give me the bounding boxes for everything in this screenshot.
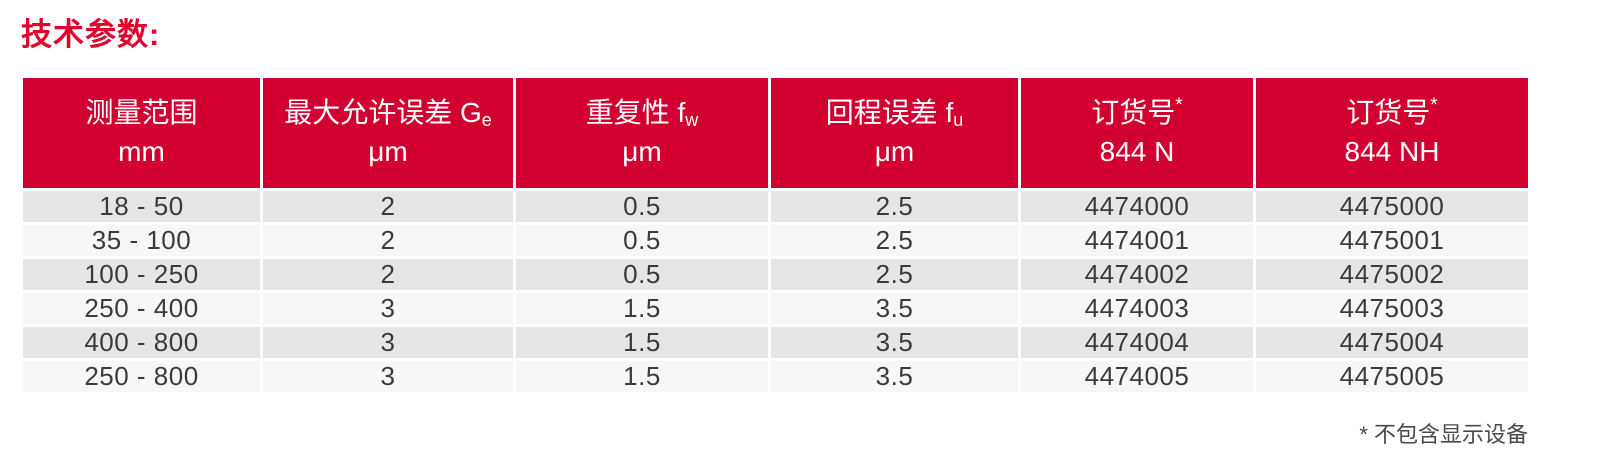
header-label: 订货号 — [1346, 97, 1431, 129]
cell-order-844nh: 4475000 — [1253, 188, 1531, 225]
cell-repeatability: 0.5 — [513, 256, 771, 293]
header-unit: μm — [622, 136, 662, 167]
header-unit: 844 N — [1099, 136, 1175, 167]
cell-max-error: 2 — [260, 188, 516, 225]
header-repeatability: 重复性 fw μm — [513, 75, 771, 191]
header-unit: mm — [118, 136, 165, 167]
header-measuring-range: 测量范围 mm — [20, 75, 263, 191]
header-unit: μm — [368, 136, 408, 167]
cell-order-844nh: 4475002 — [1253, 256, 1531, 293]
cell-order-844n: 4474001 — [1018, 222, 1256, 259]
footnote: * 不包含显示设备 — [1359, 422, 1528, 447]
cell-hysteresis: 2.5 — [768, 222, 1021, 259]
cell-hysteresis: 3.5 — [768, 358, 1021, 395]
header-superscript: * — [1430, 95, 1438, 117]
cell-range: 35 - 100 — [20, 222, 263, 259]
cell-range: 250 - 800 — [20, 358, 263, 395]
header-label: 最大允许误差 G — [284, 97, 482, 129]
cell-repeatability: 1.5 — [513, 324, 771, 361]
cell-hysteresis: 2.5 — [768, 188, 1021, 225]
header-label: 测量范围 — [85, 97, 198, 129]
cell-max-error: 3 — [260, 290, 516, 327]
spec-table: 测量范围 mm 最大允许误差 Ge μm 重复性 fw μm 回程误差 fu μ… — [20, 75, 1531, 395]
table-row: 250 - 400 3 1.5 3.5 4474003 4475003 — [20, 290, 1531, 327]
header-label: 订货号 — [1091, 97, 1176, 129]
cell-range: 250 - 400 — [20, 290, 263, 327]
cell-hysteresis: 3.5 — [768, 324, 1021, 361]
cell-range: 400 - 800 — [20, 324, 263, 361]
table-row: 100 - 250 2 0.5 2.5 4474002 4475002 — [20, 256, 1531, 293]
cell-range: 100 - 250 — [20, 256, 263, 293]
header-row: 测量范围 mm 最大允许误差 Ge μm 重复性 fw μm 回程误差 fu μ… — [20, 75, 1531, 191]
header-label: 回程误差 f — [825, 97, 954, 129]
cell-max-error: 2 — [260, 256, 516, 293]
cell-repeatability: 1.5 — [513, 290, 771, 327]
cell-order-844nh: 4475004 — [1253, 324, 1531, 361]
cell-order-844nh: 4475003 — [1253, 290, 1531, 327]
table-row: 35 - 100 2 0.5 2.5 4474001 4475001 — [20, 222, 1531, 259]
cell-hysteresis: 3.5 — [768, 290, 1021, 327]
header-order-no-844n: 订货号* 844 N — [1018, 75, 1256, 191]
cell-order-844n: 4474003 — [1018, 290, 1256, 327]
cell-order-844n: 4474000 — [1018, 188, 1256, 225]
header-subscript: w — [685, 110, 699, 131]
cell-repeatability: 0.5 — [513, 188, 771, 225]
cell-order-844n: 4474005 — [1018, 358, 1256, 395]
header-max-error: 最大允许误差 Ge μm — [260, 75, 516, 191]
header-label: 重复性 f — [585, 97, 686, 129]
table-row: 400 - 800 3 1.5 3.5 4474004 4475004 — [20, 324, 1531, 361]
header-subscript: u — [953, 110, 964, 131]
cell-order-844nh: 4475001 — [1253, 222, 1531, 259]
cell-max-error: 3 — [260, 324, 516, 361]
header-subscript: e — [481, 110, 492, 131]
cell-range: 18 - 50 — [20, 188, 263, 225]
cell-max-error: 2 — [260, 222, 516, 259]
table-row: 18 - 50 2 0.5 2.5 4474000 4475000 — [20, 188, 1531, 225]
header-unit: 844 NH — [1344, 136, 1440, 167]
header-superscript: * — [1175, 95, 1183, 117]
cell-repeatability: 0.5 — [513, 222, 771, 259]
cell-order-844n: 4474002 — [1018, 256, 1256, 293]
cell-hysteresis: 2.5 — [768, 256, 1021, 293]
header-hysteresis: 回程误差 fu μm — [768, 75, 1021, 191]
cell-max-error: 3 — [260, 358, 516, 395]
cell-repeatability: 1.5 — [513, 358, 771, 395]
header-unit: μm — [874, 136, 915, 167]
table-row: 250 - 800 3 1.5 3.5 4474005 4475005 — [20, 358, 1531, 395]
cell-order-844n: 4474004 — [1018, 324, 1256, 361]
cell-order-844nh: 4475005 — [1253, 358, 1531, 395]
page-title: 技术参数: — [21, 17, 161, 52]
header-order-no-844nh: 订货号* 844 NH — [1253, 75, 1531, 191]
